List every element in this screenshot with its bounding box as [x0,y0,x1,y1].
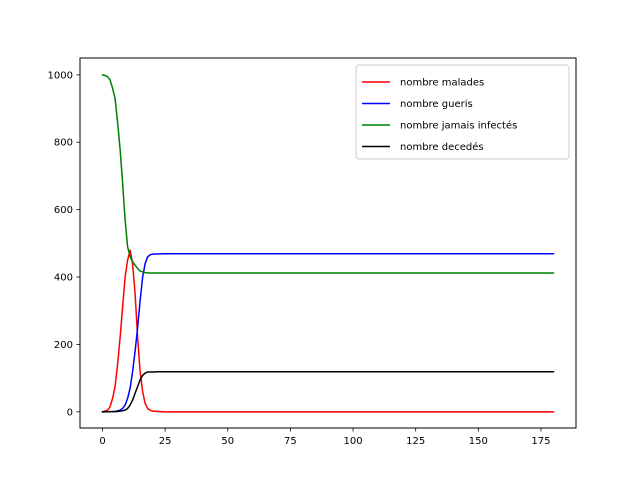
series-line-0 [101,249,555,413]
x-tick-label: 100 [344,436,363,447]
y-axis: 0 200 400 600 800 1000 [48,70,80,418]
y-tick-label: 0 [67,407,73,418]
x-tick-label: 50 [221,436,234,447]
x-tick-label: 150 [469,436,488,447]
legend: nombre malades nombre gueris nombre jamais… [355,64,570,160]
legend-box [355,64,570,160]
series-layer [101,73,555,413]
x-tick-label: 175 [531,436,550,447]
legend-label: nombre decedés [400,141,484,153]
legend-label: nombre gueris [400,99,473,110]
series-line-3 [101,370,555,413]
x-axis: 0 25 50 75 100 125 150 175 [99,428,550,447]
legend-label: nombre jamais infectés [400,120,517,132]
x-tick-label: 75 [284,436,297,447]
y-tick-label: 1000 [48,70,73,81]
x-tick-label: 25 [159,436,172,447]
x-tick-label: 125 [406,436,425,447]
y-tick-label: 600 [54,205,73,216]
x-tick-label: 0 [99,436,105,447]
y-tick-label: 400 [54,273,73,284]
legend-label: nombre malades [400,78,484,89]
series-line-2 [101,73,555,274]
plot-frame [79,57,577,429]
y-tick-label: 200 [54,340,73,351]
y-tick-label: 800 [54,138,73,149]
series-line-1 [101,253,555,413]
